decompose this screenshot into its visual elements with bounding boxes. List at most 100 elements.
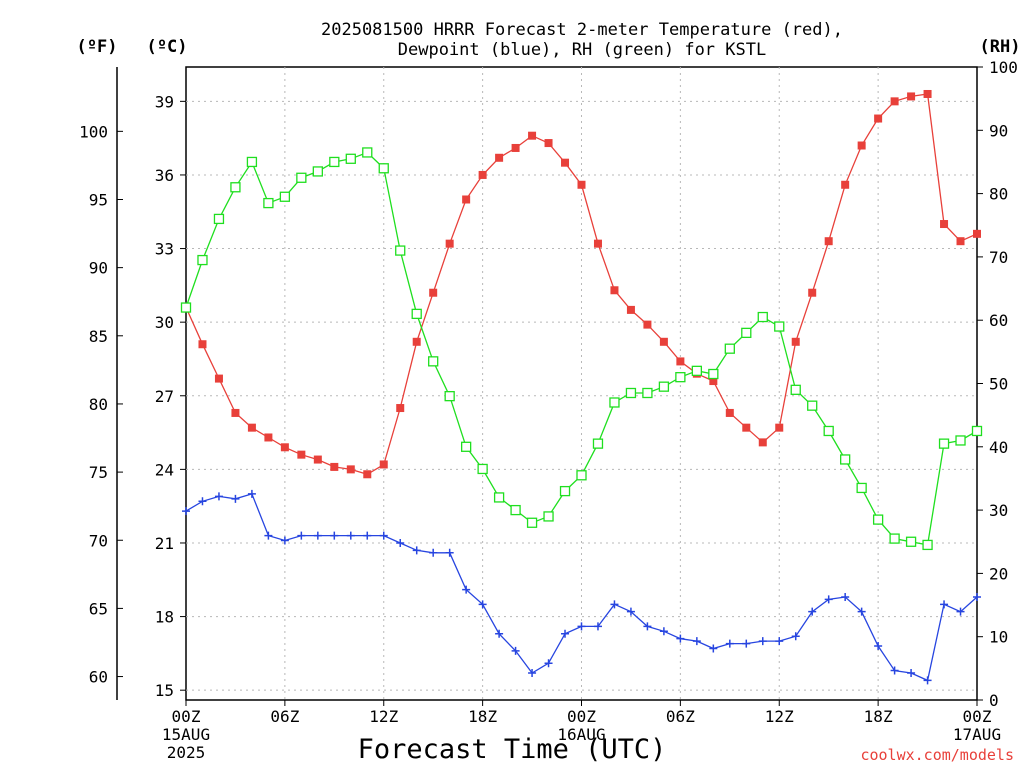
temperature-point <box>346 465 355 474</box>
temperature-point <box>577 180 586 189</box>
rh-point <box>345 153 356 164</box>
dewpoint-point <box>264 531 273 540</box>
rh-point <box>460 441 472 452</box>
dewpoint-point <box>758 637 767 646</box>
celsius-tick-label: 30 <box>155 313 174 332</box>
rh-point <box>263 197 274 209</box>
dewpoint-point <box>676 634 685 643</box>
dewpoint-point <box>247 489 256 498</box>
rh-point <box>395 245 406 256</box>
fahrenheit-tick-label: 65 <box>89 599 108 618</box>
rh-tick-label: 80 <box>989 185 1008 204</box>
celsius-tick-label: 18 <box>155 608 174 627</box>
temperature-point <box>198 340 207 349</box>
rh-tick-label: 20 <box>989 564 1008 583</box>
x-tick-label: 18Z <box>864 707 893 726</box>
rh-point <box>840 454 851 465</box>
dewpoint-point <box>940 600 949 609</box>
rh-point <box>444 391 455 402</box>
dewpoint-point <box>495 629 504 638</box>
dewpoint-point <box>775 637 784 646</box>
rh-point <box>724 343 735 354</box>
dewpoint-point <box>297 531 306 540</box>
x-tick-label: 00Z <box>567 707 596 726</box>
x-tick-date-label: 16AUG <box>557 725 605 744</box>
temperature-point <box>561 158 570 167</box>
temperature-point <box>824 237 833 246</box>
temperature-point <box>379 460 388 469</box>
dewpoint-point <box>626 607 635 616</box>
temperature-point <box>758 438 767 447</box>
series-layer <box>180 89 983 685</box>
celsius-tick-label: 39 <box>155 92 174 111</box>
rh-tick-label: 100 <box>989 58 1018 77</box>
temperature-point <box>593 239 602 248</box>
dewpoint-point <box>841 592 850 601</box>
temperature-point <box>791 337 800 346</box>
dewpoint-point <box>445 548 454 557</box>
rh-point <box>691 365 703 376</box>
rh-point <box>905 536 917 547</box>
rh-point <box>625 387 637 399</box>
temperature-point <box>528 131 537 140</box>
dewpoint-point <box>379 531 388 540</box>
temperature-point <box>313 455 322 464</box>
temperature-point <box>857 141 866 150</box>
fahrenheit-tick-label: 75 <box>89 463 108 482</box>
dewpoint-point <box>182 507 190 516</box>
temperature-point <box>396 404 405 413</box>
rh-point <box>807 400 818 411</box>
fahrenheit-tick-label: 90 <box>89 259 108 278</box>
rh-point <box>790 384 801 395</box>
rh-point <box>971 425 983 437</box>
dewpoint-point <box>462 585 471 594</box>
dewpoint-point <box>429 548 438 557</box>
dewpoint-point <box>528 669 537 678</box>
dewpoint-point <box>956 607 965 616</box>
temperature-point <box>495 153 504 162</box>
rh-point <box>180 302 192 313</box>
temperature-point <box>214 374 223 383</box>
dewpoint-point <box>577 622 586 631</box>
rh-point <box>757 311 768 323</box>
chart-title-line1: 2025081500 HRRR Forecast 2-meter Tempera… <box>321 20 843 40</box>
x-tick-label: 06Z <box>666 707 695 726</box>
temperature-point <box>709 377 718 386</box>
temperature-point <box>445 239 454 248</box>
x-tick-date-label: 17AUG <box>953 725 1001 744</box>
temperature-point <box>973 229 981 238</box>
rh-point <box>922 539 933 551</box>
dewpoint-point <box>890 666 899 675</box>
dewpoint-point <box>561 629 570 638</box>
rh-point <box>592 438 604 449</box>
temperature-point <box>330 462 339 471</box>
dewpoint-point <box>396 538 405 547</box>
rh-unit-label: (RH) <box>980 37 1021 57</box>
temperature-point <box>297 450 306 459</box>
temperature-point <box>923 89 932 98</box>
rh-point <box>279 191 291 202</box>
temperature-series <box>182 89 981 479</box>
dewpoint-point <box>280 536 289 545</box>
temperature-point <box>742 423 751 432</box>
temperature-point <box>462 195 471 204</box>
dewpoint-point <box>791 632 800 641</box>
rh-point <box>823 425 834 437</box>
rh-point <box>609 397 620 408</box>
fahrenheit-tick-label: 100 <box>79 122 108 141</box>
x-tick-label: 00Z <box>172 707 201 726</box>
x-tick-label: 06Z <box>270 707 299 726</box>
temperature-point <box>643 320 652 329</box>
rh-point <box>576 470 587 481</box>
dewpoint-point <box>231 494 240 503</box>
dewpoint-point <box>478 600 487 609</box>
rh-point <box>230 182 241 193</box>
temperature-point <box>264 433 273 442</box>
celsius-tick-label: 21 <box>155 534 174 553</box>
rh-tick-label: 30 <box>989 501 1008 520</box>
dewpoint-point <box>973 592 981 601</box>
dewpoint-point <box>725 639 734 648</box>
rh-point <box>938 438 950 449</box>
x-tick-label: 12Z <box>765 707 794 726</box>
